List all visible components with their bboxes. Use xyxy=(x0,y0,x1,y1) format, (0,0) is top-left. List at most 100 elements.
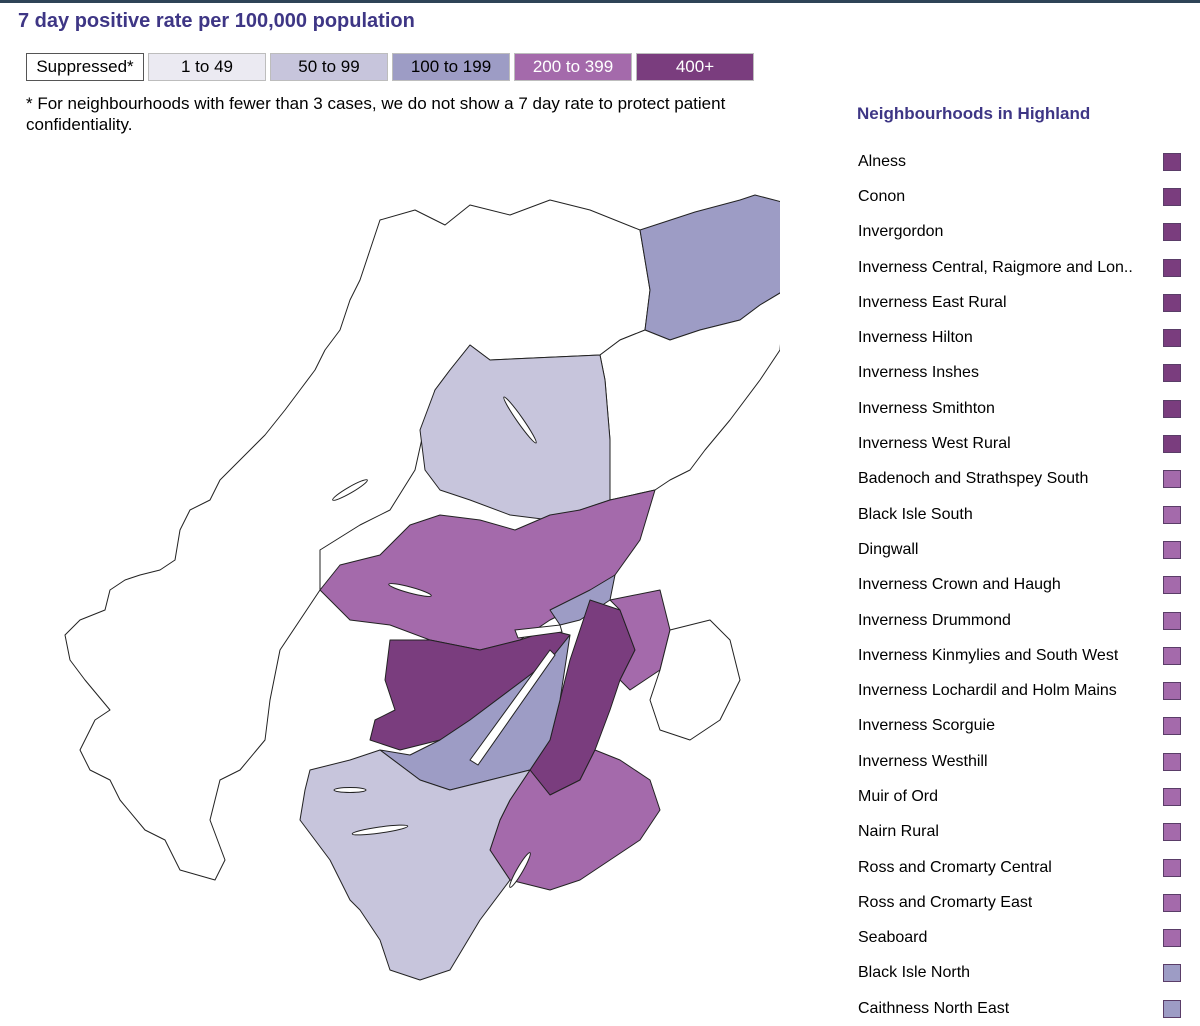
neighbourhood-rate-swatch xyxy=(1163,823,1181,842)
neighbourhood-name: Inverness East Rural xyxy=(858,293,1007,311)
neighbourhood-row[interactable]: Invergordon xyxy=(858,215,1188,250)
neighbourhood-row[interactable]: Black Isle South xyxy=(858,497,1188,532)
neighbourhood-row[interactable]: Dingwall xyxy=(858,532,1188,567)
neighbourhood-name: Inverness Lochardil and Holm Mains xyxy=(858,682,1117,700)
legend-100-to-199[interactable]: 100 to 199 xyxy=(392,53,510,81)
neighbourhood-name: Seaboard xyxy=(858,929,928,947)
neighbourhood-name: Inverness Scorguie xyxy=(858,717,995,735)
neighbourhood-name: Conon xyxy=(858,187,906,205)
neighbourhood-row[interactable]: Seaboard xyxy=(858,921,1188,956)
neighbourhood-name: Inverness Inshes xyxy=(858,364,979,382)
neighbourhood-name: Caithness North East xyxy=(858,999,1010,1017)
neighbourhood-rate-swatch xyxy=(1163,858,1181,877)
loch-arkaig xyxy=(351,824,409,836)
neighbourhood-row[interactable]: Badenoch and Strathspey South xyxy=(858,462,1188,497)
neighbourhood-row[interactable]: Inverness Lochardil and Holm Mains xyxy=(858,673,1188,708)
neighbourhood-name: Invergordon xyxy=(858,223,944,241)
neighbourhood-rate-swatch xyxy=(1163,576,1181,595)
neighbourhood-name: Ross and Cromarty East xyxy=(858,893,1033,911)
neighbourhood-rate-swatch xyxy=(1163,540,1181,559)
region-eastern-moray-fringe[interactable] xyxy=(649,619,741,741)
neighbourhood-name: Inverness Hilton xyxy=(858,329,973,347)
highland-map xyxy=(50,180,806,1018)
neighbourhood-row[interactable]: Inverness Drummond xyxy=(858,603,1188,638)
neighbourhood-row[interactable]: Muir of Ord xyxy=(858,779,1188,814)
neighbourhood-name: Badenoch and Strathspey South xyxy=(858,470,1089,488)
neighbourhood-rate-swatch xyxy=(1163,999,1181,1018)
neighbourhood-rate-swatch xyxy=(1163,787,1181,806)
neighbourhood-row[interactable]: Caithness North East xyxy=(858,991,1188,1026)
neighbourhood-row[interactable]: Inverness Crown and Haugh xyxy=(858,568,1188,603)
region-central-sutherland[interactable] xyxy=(419,344,611,521)
neighbourhood-name: Inverness West Rural xyxy=(858,435,1011,453)
neighbourhood-row[interactable]: Inverness Westhill xyxy=(858,744,1188,779)
legend-200-to-399[interactable]: 200 to 399 xyxy=(514,53,632,81)
top-rule xyxy=(0,0,1200,3)
neighbourhood-name: Muir of Ord xyxy=(858,787,939,805)
neighbourhood-name: Inverness Crown and Haugh xyxy=(858,576,1061,594)
loch-ericht xyxy=(509,852,531,888)
legend-key: Suppressed* 1 to 49 50 to 99 100 to 199 … xyxy=(26,53,754,81)
neighbourhood-name: Inverness Kinmylies and South West xyxy=(858,646,1119,664)
neighbourhood-rate-swatch xyxy=(1163,964,1181,983)
legend-400-plus[interactable]: 400+ xyxy=(636,53,754,81)
neighbourhood-list: Alness Conon Invergordon Inverness Central,… xyxy=(858,144,1188,1026)
neighbourhood-row[interactable]: Inverness East Rural xyxy=(858,285,1188,320)
neighbourhood-row[interactable]: Nairn Rural xyxy=(858,815,1188,850)
neighbourhood-name: Nairn Rural xyxy=(858,823,939,841)
neighbourhood-rate-swatch xyxy=(1163,399,1181,418)
neighbourhood-rate-swatch xyxy=(1163,152,1181,171)
neighbourhood-name: Ross and Cromarty Central xyxy=(858,858,1052,876)
neighbourhood-row[interactable]: Black Isle North xyxy=(858,956,1188,991)
neighbourhoods-title: Neighbourhoods in Highland xyxy=(857,104,1091,123)
neighbourhood-row[interactable]: Inverness Hilton xyxy=(858,320,1188,355)
neighbourhood-rate-swatch xyxy=(1163,293,1181,312)
loch-ness xyxy=(469,649,556,766)
neighbourhood-row[interactable]: Ross and Cromarty Central xyxy=(858,850,1188,885)
loch-shin xyxy=(503,396,537,444)
page-title: 7 day positive rate per 100,000 populati… xyxy=(18,10,415,32)
region-nairn-rural[interactable] xyxy=(609,589,671,691)
neighbourhood-rate-swatch xyxy=(1163,470,1181,489)
legend-50-to-99[interactable]: 50 to 99 xyxy=(270,53,388,81)
region-lochaber[interactable] xyxy=(299,749,531,981)
neighbourhood-row[interactable]: Inverness Central, Raigmore and Lon.. xyxy=(858,250,1188,285)
loch-maree xyxy=(332,479,368,501)
neighbourhood-row[interactable]: Inverness Smithton xyxy=(858,391,1188,426)
loch-quoich xyxy=(333,787,367,793)
neighbourhood-rate-swatch xyxy=(1163,364,1181,383)
neighbourhood-rate-swatch xyxy=(1163,329,1181,348)
neighbourhood-row[interactable]: Inverness Inshes xyxy=(858,356,1188,391)
neighbourhood-name: Dingwall xyxy=(858,540,919,558)
neighbourhood-rate-swatch xyxy=(1163,682,1181,701)
neighbourhood-row[interactable]: Inverness West Rural xyxy=(858,426,1188,461)
neighbourhood-name: Inverness Drummond xyxy=(858,611,1011,629)
neighbourhood-rate-swatch xyxy=(1163,435,1181,454)
neighbourhood-name: Inverness Central, Raigmore and Lon.. xyxy=(858,258,1133,276)
neighbourhood-rate-swatch xyxy=(1163,505,1181,524)
legend-1-to-49[interactable]: 1 to 49 xyxy=(148,53,266,81)
beauly-firth xyxy=(514,624,563,639)
neighbourhood-rate-swatch xyxy=(1163,223,1181,242)
neighbourhood-rate-swatch xyxy=(1163,717,1181,736)
loch-fannich xyxy=(388,583,432,597)
neighbourhood-name: Black Isle South xyxy=(858,505,973,523)
neighbourhood-name: Black Isle North xyxy=(858,964,971,982)
neighbourhood-name: Inverness Smithton xyxy=(858,399,995,417)
suppression-footnote: * For neighbourhoods with fewer than 3 c… xyxy=(26,94,726,134)
neighbourhood-row[interactable]: Alness xyxy=(858,144,1188,179)
neighbourhood-rate-swatch xyxy=(1163,611,1181,630)
neighbourhood-name: Alness xyxy=(858,152,907,170)
neighbourhood-rate-swatch xyxy=(1163,752,1181,771)
neighbourhood-row[interactable]: Ross and Cromarty East xyxy=(858,885,1188,920)
neighbourhood-row[interactable]: Conon xyxy=(858,179,1188,214)
neighbourhood-rate-swatch xyxy=(1163,893,1181,912)
neighbourhood-rate-swatch xyxy=(1163,258,1181,277)
neighbourhood-rate-swatch xyxy=(1163,929,1181,948)
neighbourhood-rate-swatch xyxy=(1163,187,1181,206)
neighbourhood-row[interactable]: Inverness Kinmylies and South West xyxy=(858,638,1188,673)
neighbourhood-name: Inverness Westhill xyxy=(858,752,988,770)
neighbourhood-rate-swatch xyxy=(1163,646,1181,665)
neighbourhood-row[interactable]: Inverness Scorguie xyxy=(858,709,1188,744)
legend-suppressed[interactable]: Suppressed* xyxy=(26,53,144,81)
